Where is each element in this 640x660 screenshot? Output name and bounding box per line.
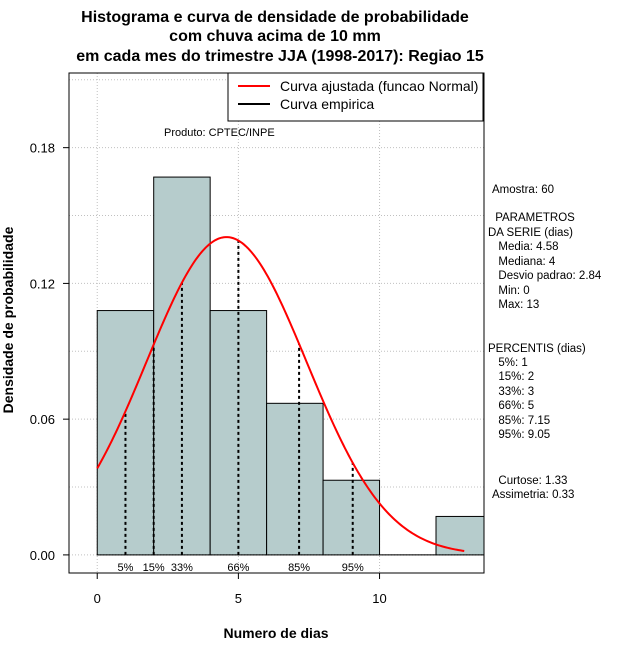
assimetria: Assimetria: 0.33: [492, 489, 574, 501]
y-tick-label-3: 0.18: [30, 141, 55, 156]
param-min: Min: 0: [492, 285, 530, 297]
percentile-label-3: 66%: [227, 562, 249, 574]
params-title-line-1: PARAMETROS: [492, 212, 575, 224]
param-media: Media: 4.58: [492, 241, 558, 253]
percentis-title: PERCENTIS (dias): [488, 343, 586, 355]
legend-label-fitted-curve: Curva ajustada (funcao Normal): [280, 78, 478, 94]
percentile-label-0: 5%: [118, 562, 134, 574]
percentile-lines: 5% 15% 33% 66% 85% 95%: [118, 240, 364, 574]
chart-title-line-2: com chuva acima de 10 mm: [169, 28, 381, 45]
normal-curve-line: [96, 236, 465, 552]
fitted-curve: [96, 236, 465, 552]
x-tick-label-2: 10: [372, 591, 386, 606]
percentile-label-5: 95%: [342, 562, 364, 574]
params-title-line-2: DA SERIE (dias): [488, 227, 573, 239]
percentile-label-2: 33%: [171, 562, 193, 574]
param-mediana: Mediana: 4: [492, 256, 556, 268]
y-tick-label-1: 0.06: [30, 412, 55, 427]
chart-title-line-1: Histograma e curva de densidade de proba…: [81, 9, 469, 26]
percentil-5: 5%: 1: [492, 357, 528, 369]
axes: 0 5 10 0.00 0.06 0.12 0.18: [30, 141, 387, 606]
curtose: Curtose: 1.33: [492, 475, 567, 487]
percentil-15: 15%: 2: [492, 371, 534, 383]
sample-size: Amostra: 60: [492, 184, 554, 196]
percentil-95: 95%: 9.05: [492, 429, 550, 441]
param-max: Max: 13: [492, 299, 539, 311]
histogram-bar-3: [266, 402, 324, 556]
percentile-label-4: 85%: [288, 562, 310, 574]
y-tick-label-0: 0.00: [30, 548, 55, 563]
x-tick-label-1: 5: [235, 591, 242, 606]
product-annotation: Produto: CPTEC/INPE: [164, 127, 275, 139]
legend: Curva ajustada (funcao Normal) Curva emp…: [227, 72, 484, 122]
percentil-33: 33%: 3: [492, 386, 534, 398]
percentil-85: 85%: 7.15: [492, 415, 550, 427]
histogram-bar-6: [435, 515, 485, 556]
y-axis-label: Densidade de probabilidade: [0, 226, 16, 413]
histogram-bars: [96, 176, 485, 556]
x-axis-label: Numero de dias: [223, 625, 328, 641]
percentil-66: 66%: 5: [492, 400, 534, 412]
y-tick-label-2: 0.12: [30, 276, 55, 291]
legend-label-empirical-curve: Curva empirica: [280, 96, 374, 112]
x-tick-label-0: 0: [94, 591, 101, 606]
chart-title-line-3: em cada mes do trimestre JJA (1998-2017)…: [76, 48, 484, 65]
percentile-label-1: 15%: [143, 562, 165, 574]
param-desvio: Desvio padrao: 2.84: [492, 270, 602, 282]
legend-box: [227, 72, 484, 122]
statistics-panel: Amostra: 60 PARAMETROS DA SERIE (dias) M…: [488, 184, 602, 501]
